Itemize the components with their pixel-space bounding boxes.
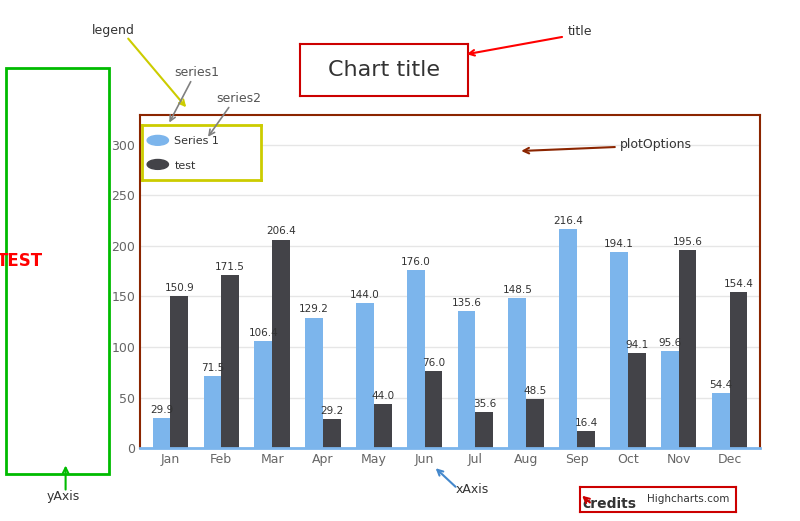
Text: 71.5: 71.5 — [201, 363, 224, 373]
Text: title: title — [568, 26, 593, 39]
Text: 206.4: 206.4 — [266, 227, 296, 237]
Bar — [577, 431, 595, 448]
Text: legend: legend — [92, 24, 135, 37]
Text: 35.6: 35.6 — [473, 399, 496, 409]
Bar — [323, 418, 341, 448]
Bar — [374, 404, 391, 448]
Text: 144.0: 144.0 — [350, 290, 380, 300]
Text: series2: series2 — [216, 92, 261, 105]
Bar — [305, 317, 323, 448]
Text: 195.6: 195.6 — [673, 238, 702, 247]
Bar — [610, 252, 628, 448]
Bar — [203, 376, 222, 448]
Bar — [678, 251, 697, 448]
Bar — [559, 229, 577, 448]
Text: 106.4: 106.4 — [248, 328, 278, 338]
Text: 54.4: 54.4 — [709, 380, 732, 390]
Text: 16.4: 16.4 — [574, 418, 598, 428]
Text: 29.9: 29.9 — [150, 405, 174, 415]
Text: 194.1: 194.1 — [604, 239, 634, 249]
Text: 44.0: 44.0 — [371, 391, 394, 401]
Text: 154.4: 154.4 — [723, 279, 754, 289]
Bar — [475, 412, 493, 448]
Bar — [356, 303, 374, 448]
Bar — [628, 353, 646, 448]
Bar — [153, 418, 170, 448]
Text: 135.6: 135.6 — [451, 298, 482, 308]
Text: 150.9: 150.9 — [165, 282, 194, 293]
Text: Chart title: Chart title — [328, 60, 440, 80]
Circle shape — [147, 135, 169, 145]
Text: plotOptions: plotOptions — [620, 139, 692, 152]
Text: xAxis: xAxis — [456, 483, 490, 497]
Text: test: test — [174, 160, 196, 170]
Bar — [170, 295, 188, 448]
Text: yAxis: yAxis — [46, 490, 80, 503]
Text: 29.2: 29.2 — [320, 405, 343, 416]
Circle shape — [147, 159, 169, 169]
Text: 129.2: 129.2 — [299, 304, 329, 315]
Bar — [526, 399, 544, 448]
Bar — [661, 352, 678, 448]
Text: 171.5: 171.5 — [215, 262, 245, 272]
Text: TEST: TEST — [0, 252, 43, 269]
Bar — [425, 371, 442, 448]
Bar — [712, 393, 730, 448]
Bar — [272, 240, 290, 448]
Text: series1: series1 — [174, 66, 219, 79]
Bar — [458, 311, 475, 448]
Text: 94.1: 94.1 — [625, 340, 648, 350]
Text: 48.5: 48.5 — [523, 386, 546, 396]
Bar — [222, 275, 239, 448]
Bar — [254, 341, 272, 448]
Bar — [509, 298, 526, 448]
Text: 76.0: 76.0 — [422, 358, 445, 368]
Bar — [407, 270, 425, 448]
Text: 95.6: 95.6 — [658, 339, 682, 349]
Bar — [730, 292, 747, 448]
Text: 176.0: 176.0 — [401, 257, 430, 267]
Text: credits: credits — [582, 497, 637, 511]
Text: 148.5: 148.5 — [502, 285, 532, 295]
Text: 216.4: 216.4 — [554, 216, 583, 226]
Text: Highcharts.com: Highcharts.com — [647, 494, 730, 504]
Text: Series 1: Series 1 — [174, 137, 219, 146]
